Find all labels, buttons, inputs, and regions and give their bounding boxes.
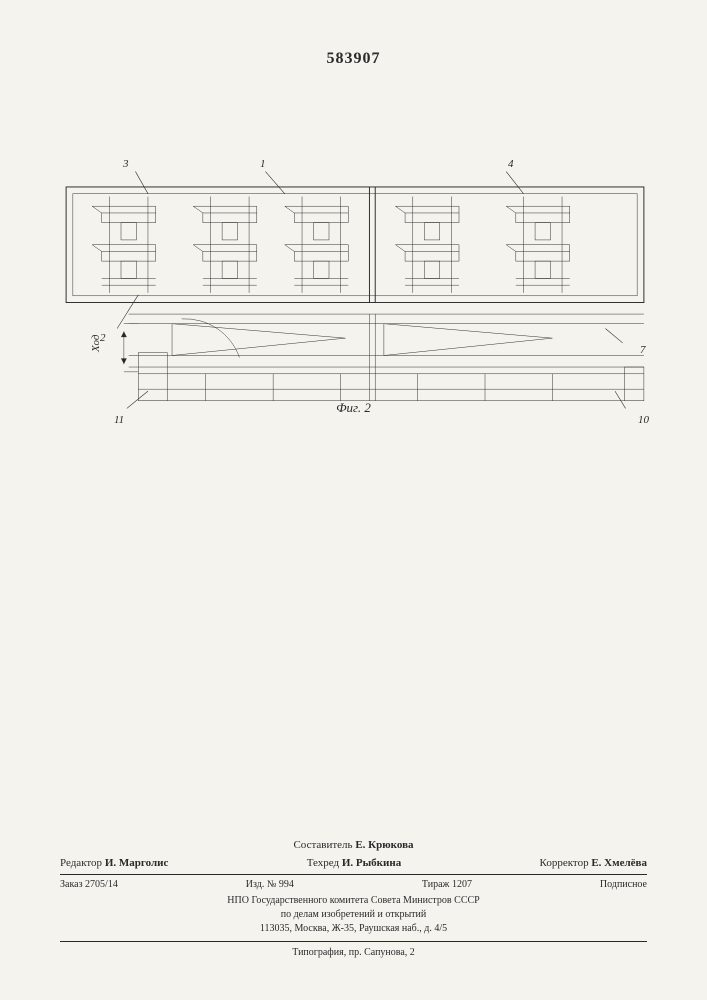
order-block: Заказ 2705/14 [60,878,118,892]
clamp-unit-group [92,197,570,293]
org-line-1: НПО Государственного комитета Совета Мин… [60,894,647,908]
callout-7: 7 [640,344,646,356]
patent-page: 583907 [0,0,707,1000]
issue-block: Изд. № 994 [246,878,294,892]
lower-deck [129,314,644,401]
techred-block: Техред И. Рыбкина [307,856,402,871]
editorial-staff-row: Редактор И. Марголис Техред И. Рыбкина К… [60,856,647,875]
compiler-name: Е. Крюкова [355,839,413,851]
xod-dimension [121,324,138,372]
drawing-svg [50,160,660,420]
figure-label: Фиг. 2 [336,400,371,416]
technical-figure: 1 2 3 4 7 10 11 Ход [50,160,660,420]
document-footer: Составитель Е. Крюкова Редактор И. Марго… [60,838,647,960]
subscription: Подписное [600,878,647,892]
patent-number: 583907 [327,50,381,68]
callout-3: 3 [123,158,129,170]
print-house: Типография, пр. Сапунова, 2 [60,946,647,960]
organization-block: НПО Государственного комитета Совета Мин… [60,894,647,942]
callout-1: 1 [260,158,266,170]
compiler-line: Составитель Е. Крюкова [60,838,647,853]
corrector-block: Корректор Е. Хмелёва [540,856,647,871]
compiler-label: Составитель [293,839,352,851]
callout-10: 10 [638,414,649,426]
xod-label: Ход [90,335,102,352]
org-line-3: 113035, Москва, Ж-35, Раушская наб., д. … [60,922,647,936]
tirage-block: Тираж 1207 [422,878,472,892]
editor-block: Редактор И. Марголис [60,856,168,871]
callout-11: 11 [114,414,124,426]
callout-4: 4 [508,158,514,170]
org-line-2: по делам изобретений и открытий [60,908,647,922]
publication-info-row: Заказ 2705/14 Изд. № 994 Тираж 1207 Подп… [60,878,647,892]
